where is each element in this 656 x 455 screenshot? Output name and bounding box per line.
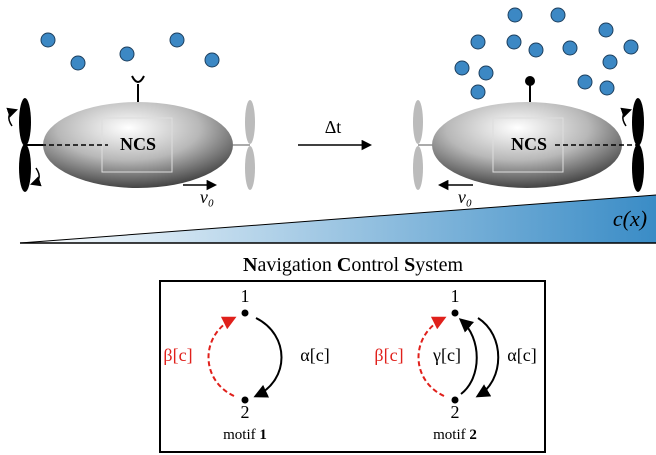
right-robot: NCS v₀ — [413, 76, 644, 207]
velocity-label: v₀ — [458, 187, 472, 207]
motif: 1 2 α[c] γ[c] β[c] motif 2 — [374, 286, 536, 443]
particle — [578, 75, 592, 89]
particles — [41, 8, 638, 99]
rate-label: α[c] — [300, 345, 329, 365]
particle — [507, 35, 521, 49]
particle — [603, 55, 617, 69]
left-robot: NCS v₀ — [9, 76, 255, 207]
motif-label: motif 1 — [223, 427, 267, 443]
particle — [551, 8, 565, 22]
rate-label: α[c] — [507, 345, 536, 365]
particle — [120, 47, 134, 61]
particle — [205, 53, 219, 67]
particle — [455, 61, 469, 75]
particle — [529, 43, 543, 57]
particle — [599, 23, 613, 37]
particle — [479, 66, 493, 80]
robot-label: NCS — [511, 134, 547, 154]
velocity-label: v₀ — [200, 187, 214, 207]
motif-label: motif 2 — [433, 427, 477, 443]
ncs-box — [160, 281, 545, 452]
node-label: 1 — [451, 286, 460, 306]
rate-label: β[c] — [374, 345, 403, 365]
particle — [471, 85, 485, 99]
particle — [471, 35, 485, 49]
particle — [508, 8, 522, 22]
particle — [563, 41, 577, 55]
node-label: 2 — [241, 402, 250, 422]
node-label: 1 — [241, 286, 250, 306]
gradient-label: c(x) — [613, 206, 647, 231]
ncs-title: Navigation Control System — [243, 254, 463, 276]
particle — [170, 33, 184, 47]
rate-label: γ[c] — [432, 345, 461, 365]
particle — [71, 56, 85, 70]
particle — [41, 33, 55, 47]
time-step: Δt — [325, 117, 342, 137]
motif: 1 2 α[c] β[c] motif 1 — [163, 286, 329, 443]
node-label: 2 — [451, 402, 460, 422]
particle — [624, 40, 638, 54]
diagram: NCS v₀ Δt NCS v₀ c(x) Navigation Control… — [0, 0, 656, 455]
rate-label: β[c] — [163, 345, 192, 365]
robot-label: NCS — [120, 134, 156, 154]
particle — [600, 81, 614, 95]
